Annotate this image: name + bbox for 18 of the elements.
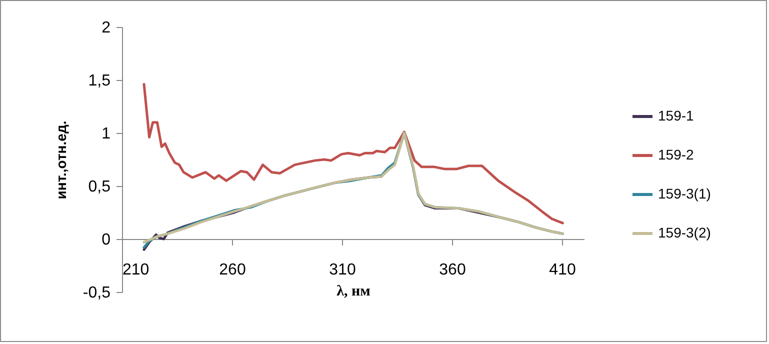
x-tick-label: 210 — [122, 262, 150, 278]
x-axis-title: λ, нм — [336, 284, 370, 300]
x-tick-label: 310 — [329, 262, 356, 278]
y-tick-label: 1,5 — [88, 72, 111, 90]
x-tick-label: 260 — [219, 262, 246, 278]
line-series — [142, 82, 564, 224]
legend-label: 159-2 — [658, 146, 694, 162]
y-tick-label: -0,5 — [82, 284, 111, 302]
y-tick-label: 0,5 — [88, 178, 111, 196]
x-tick-label: 410 — [549, 262, 576, 278]
y-tick-label: 1 — [102, 126, 111, 142]
legend-label: 159-3(2) — [658, 224, 711, 240]
y-tick-label: 2 — [102, 20, 111, 36]
y-tick-label: 0 — [102, 232, 111, 248]
y-axis-title: инт.,отн.ед. — [52, 120, 69, 200]
legend-label: 159-3(1) — [658, 186, 711, 202]
legend-label: 159-1 — [658, 108, 694, 124]
x-tick-label: 360 — [439, 262, 466, 278]
